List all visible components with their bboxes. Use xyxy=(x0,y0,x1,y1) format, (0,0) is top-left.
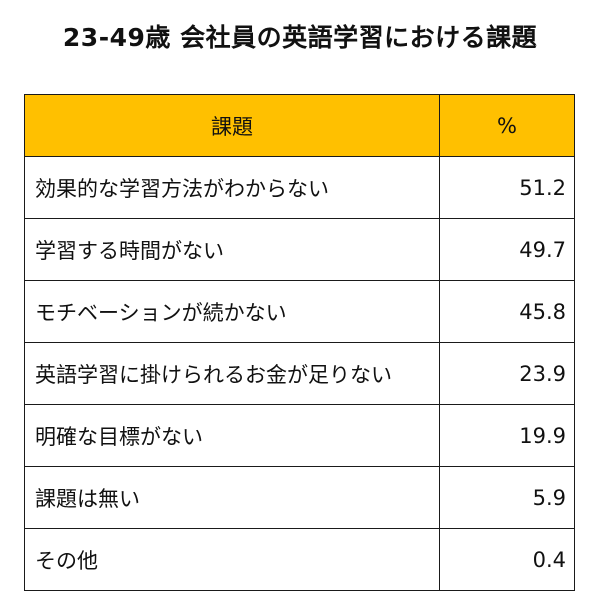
row-value: 19.9 xyxy=(439,404,575,467)
table-row: 明確な目標がない 19.9 xyxy=(24,404,575,467)
row-label: その他 xyxy=(24,528,440,591)
row-label: 英語学習に掛けられるお金が足りない xyxy=(24,342,440,405)
table-row: その他 0.4 xyxy=(24,528,575,591)
column-header-percent: % xyxy=(439,94,575,157)
table-row: 効果的な学習方法がわからない 51.2 xyxy=(24,156,575,219)
table-row: 課題は無い 5.9 xyxy=(24,466,575,529)
row-label: 効果的な学習方法がわからない xyxy=(24,156,440,219)
table-row: モチベーションが続かない 45.8 xyxy=(24,280,575,343)
chart-title: 23-49歳 会社員の英語学習における課題 xyxy=(62,23,538,52)
row-value: 23.9 xyxy=(439,342,575,405)
row-value: 49.7 xyxy=(439,218,575,281)
row-label: 課題は無い xyxy=(24,466,440,529)
column-header-issue: 課題 xyxy=(24,94,440,157)
table-row: 英語学習に掛けられるお金が足りない 23.9 xyxy=(24,342,575,405)
row-label: 学習する時間がない xyxy=(24,218,440,281)
row-label: モチベーションが続かない xyxy=(24,280,440,343)
row-value: 51.2 xyxy=(439,156,575,219)
row-value: 0.4 xyxy=(439,528,575,591)
row-label: 明確な目標がない xyxy=(24,404,440,467)
table-row: 学習する時間がない 49.7 xyxy=(24,218,575,281)
table-header-row: 課題 % xyxy=(24,94,575,157)
row-value: 45.8 xyxy=(439,280,575,343)
row-value: 5.9 xyxy=(439,466,575,529)
table-body: 効果的な学習方法がわからない 51.2 学習する時間がない 49.7 モチベーシ… xyxy=(24,156,575,591)
data-table: 課題 % 効果的な学習方法がわからない 51.2 学習する時間がない 49.7 … xyxy=(24,94,575,591)
